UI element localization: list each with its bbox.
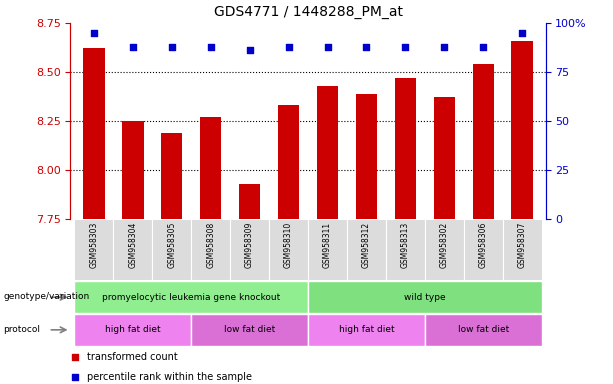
Point [346, 296, 356, 303]
Bar [347, 219, 386, 280]
Point [284, 43, 294, 50]
Bar [74, 281, 308, 313]
Text: transformed count: transformed count [87, 352, 178, 362]
Text: GSM958307: GSM958307 [518, 222, 527, 268]
Bar [152, 219, 191, 280]
Point [440, 43, 449, 50]
Bar [511, 41, 533, 219]
Point [517, 30, 527, 36]
Text: GSM958313: GSM958313 [401, 222, 410, 268]
Bar [278, 105, 299, 219]
Text: GSM958306: GSM958306 [479, 222, 488, 268]
Bar [113, 219, 152, 280]
Text: protocol: protocol [3, 325, 40, 334]
Point [167, 43, 177, 50]
Bar [425, 219, 464, 280]
Text: GSM958303: GSM958303 [89, 222, 98, 268]
Text: wild type: wild type [404, 293, 446, 302]
Bar [74, 219, 113, 280]
Text: GSM958310: GSM958310 [284, 222, 293, 268]
Point [400, 43, 410, 50]
Bar [308, 219, 347, 280]
Text: GSM958304: GSM958304 [128, 222, 137, 268]
Bar [191, 314, 308, 346]
Bar [230, 219, 269, 280]
Bar [308, 314, 425, 346]
Bar [122, 121, 143, 219]
Text: GSM958302: GSM958302 [440, 222, 449, 268]
Text: high fat diet: high fat diet [105, 325, 161, 334]
Point [245, 47, 254, 53]
Bar [356, 94, 377, 219]
Bar [200, 117, 221, 219]
Point [89, 30, 99, 36]
Text: GSM958308: GSM958308 [206, 222, 215, 268]
Bar [308, 281, 542, 313]
Point [206, 43, 216, 50]
Text: promyelocytic leukemia gene knockout: promyelocytic leukemia gene knockout [102, 293, 280, 302]
Bar [395, 78, 416, 219]
Bar [473, 64, 494, 219]
Text: low fat diet: low fat diet [224, 325, 275, 334]
Point [128, 43, 138, 50]
Text: percentile rank within the sample: percentile rank within the sample [87, 372, 252, 382]
Point [362, 43, 371, 50]
Bar [269, 219, 308, 280]
Bar [386, 219, 425, 280]
Text: low fat diet: low fat diet [458, 325, 509, 334]
Title: GDS4771 / 1448288_PM_at: GDS4771 / 1448288_PM_at [213, 5, 403, 19]
Text: genotype/variation: genotype/variation [3, 292, 89, 301]
Bar [191, 219, 230, 280]
Bar [317, 86, 338, 219]
Bar [425, 314, 542, 346]
Point [478, 43, 488, 50]
Point [346, 114, 356, 120]
Bar [464, 219, 503, 280]
Text: GSM958305: GSM958305 [167, 222, 177, 268]
Bar [83, 48, 105, 219]
Text: GSM958309: GSM958309 [245, 222, 254, 268]
Bar [74, 314, 191, 346]
Text: high fat diet: high fat diet [338, 325, 394, 334]
Text: GSM958311: GSM958311 [323, 222, 332, 268]
Bar [161, 133, 183, 219]
Text: GSM958312: GSM958312 [362, 222, 371, 268]
Point [322, 43, 332, 50]
Bar [239, 184, 261, 219]
Bar [433, 98, 455, 219]
Bar [503, 219, 542, 280]
